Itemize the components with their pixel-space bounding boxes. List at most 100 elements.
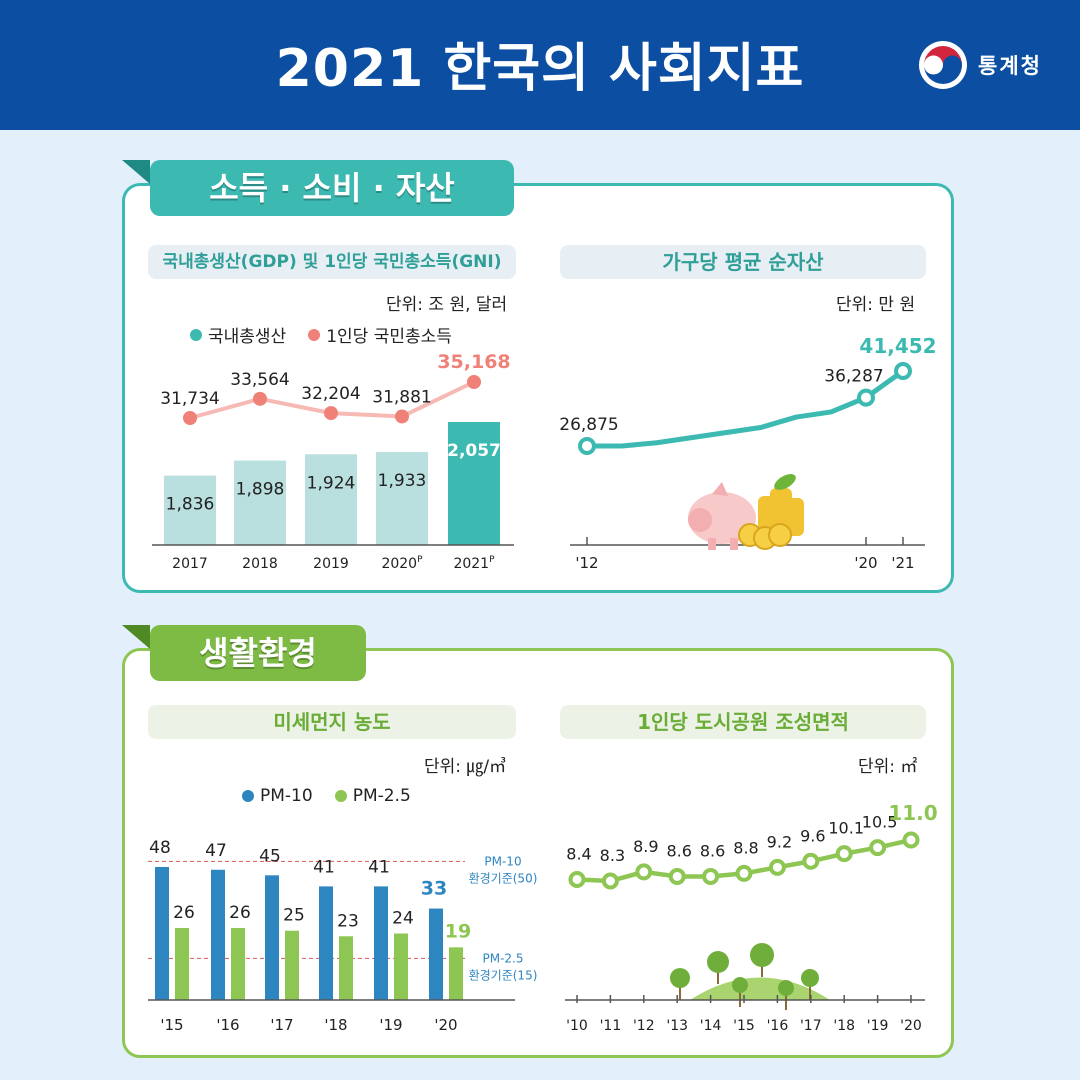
x-tick-label: '17 — [800, 1018, 822, 1034]
pm10-bar — [265, 875, 279, 1000]
gdp-bar — [234, 460, 286, 545]
gdp-bar — [305, 454, 357, 545]
pm25-bar — [449, 947, 463, 1000]
dust-chart-title: 미세먼지 농도 — [148, 705, 516, 739]
x-tick-label: '10 — [566, 1018, 588, 1034]
piggy-snout — [688, 508, 712, 532]
header-bar: 2021 한국의 사회지표 통계청 — [0, 0, 1080, 130]
government-logo-icon — [919, 41, 967, 89]
x-tick-label: '19 — [379, 1016, 402, 1034]
park-value-label: 8.6 — [666, 841, 691, 860]
gdp-value-label: 1,924 — [307, 473, 356, 493]
reference-label: PM-10 — [484, 854, 521, 868]
assets-value-label: 36,287 — [824, 367, 883, 387]
gni-value-label: 32,204 — [301, 384, 360, 404]
park-point — [802, 852, 820, 870]
piggy-leg — [708, 538, 716, 550]
section-tab-income: 소득 · 소비 · 자산 — [150, 160, 514, 216]
hill — [690, 977, 830, 1000]
x-tick-label: '15 — [160, 1016, 183, 1034]
x-tick-label: '20 — [900, 1018, 922, 1034]
park-value-label: 8.9 — [633, 837, 658, 856]
park-point — [668, 867, 686, 885]
pm25-value-label: 24 — [392, 909, 414, 929]
gdp-value-label: 1,898 — [236, 480, 285, 500]
park-point — [768, 858, 786, 876]
park-value-label: 11.0 — [888, 801, 937, 825]
page-title: 2021 한국의 사회지표 — [275, 39, 805, 99]
park-point — [702, 867, 720, 885]
tab-fold-decoration — [122, 625, 150, 649]
x-tick-label: '12 — [575, 554, 598, 572]
x-tick-label: '16 — [767, 1018, 789, 1034]
assets-point — [578, 437, 596, 455]
gdp-bar — [376, 452, 428, 545]
legend-label: PM-2.5 — [352, 786, 411, 806]
coins-icon — [738, 474, 804, 550]
pm25-bar — [175, 927, 189, 1000]
pm10-bar — [319, 886, 333, 1000]
park-value-label: 8.6 — [700, 841, 725, 860]
park-value-label: 9.2 — [767, 832, 792, 851]
assets-line — [587, 368, 905, 449]
gni-point — [395, 409, 409, 424]
tree-crown — [801, 969, 819, 987]
pm25-value-label: 26 — [229, 903, 251, 923]
gdp-legend: 국내총생산 1인당 국민총소득 — [190, 322, 452, 347]
x-tick-label: '20 — [854, 554, 877, 572]
gdp-value-label: 1,836 — [166, 495, 215, 515]
park-chart-title: 1인당 도시공원 조성면적 — [560, 705, 926, 739]
park-point — [869, 839, 887, 857]
park-point — [835, 845, 853, 863]
pm25-value-label: 23 — [337, 911, 359, 931]
park-unit: 단위: ㎡ — [858, 757, 918, 777]
legend-label: PM-10 — [260, 786, 313, 806]
pm10-bar — [429, 908, 443, 1000]
x-tick-label: 2021P — [453, 555, 495, 572]
park-value-label: 8.4 — [566, 844, 591, 863]
assets-unit: 단위: 만 원 — [836, 295, 916, 315]
pm10-value-label: 47 — [205, 841, 227, 861]
tree-crown — [732, 977, 748, 993]
reference-label: PM-2.5 — [482, 951, 523, 965]
dust-legend: PM-10 PM-2.5 — [242, 786, 411, 806]
reference-label: 환경기준(50) — [469, 871, 538, 885]
gni-value-label: 35,168 — [437, 351, 510, 373]
pm10-value-label: 33 — [421, 878, 447, 900]
park-value-label: 9.6 — [800, 826, 825, 845]
pm10-value-label: 48 — [149, 838, 171, 858]
pm10-value-label: 41 — [368, 857, 390, 877]
pm25-value-label: 26 — [173, 903, 195, 923]
assets-value-label: 41,452 — [859, 334, 936, 358]
pm25-bar — [231, 927, 245, 1000]
legend-marker-icon — [242, 790, 254, 802]
park-point — [635, 863, 653, 881]
assets-chart-title: 가구당 평균 순자산 — [560, 245, 926, 279]
gdp-bar — [448, 422, 500, 545]
leaf — [774, 474, 796, 490]
x-tick-label: '14 — [700, 1018, 722, 1034]
tree-crown — [778, 980, 794, 996]
pm25-value-label: 19 — [445, 920, 471, 942]
x-tick-label: '15 — [733, 1018, 755, 1034]
x-tick-label: 2019 — [313, 556, 349, 572]
pm10-value-label: 45 — [259, 846, 281, 866]
park-point — [735, 864, 753, 882]
park-point — [601, 872, 619, 890]
legend-marker-icon — [190, 328, 202, 341]
gdp-bar — [164, 475, 216, 545]
x-tick-label: '19 — [867, 1018, 889, 1034]
gni-value-label: 31,734 — [160, 389, 219, 409]
gdp-unit: 단위: 조 원, 달러 — [386, 295, 508, 315]
piggy-leg — [730, 538, 738, 550]
x-tick-label: '18 — [833, 1018, 855, 1034]
pm10-bar — [374, 886, 388, 1000]
gdp-chart-title: 국내총생산(GDP) 및 1인당 국민총소득(GNI) — [148, 245, 516, 279]
pm10-bar — [211, 869, 225, 1000]
park-point — [902, 831, 920, 849]
x-tick-label: 2020P — [381, 555, 423, 572]
gni-point — [183, 411, 197, 425]
x-tick-label: '20 — [434, 1016, 457, 1034]
x-tick-label: '12 — [633, 1018, 655, 1034]
legend-item-pm25: PM-2.5 — [334, 786, 411, 806]
